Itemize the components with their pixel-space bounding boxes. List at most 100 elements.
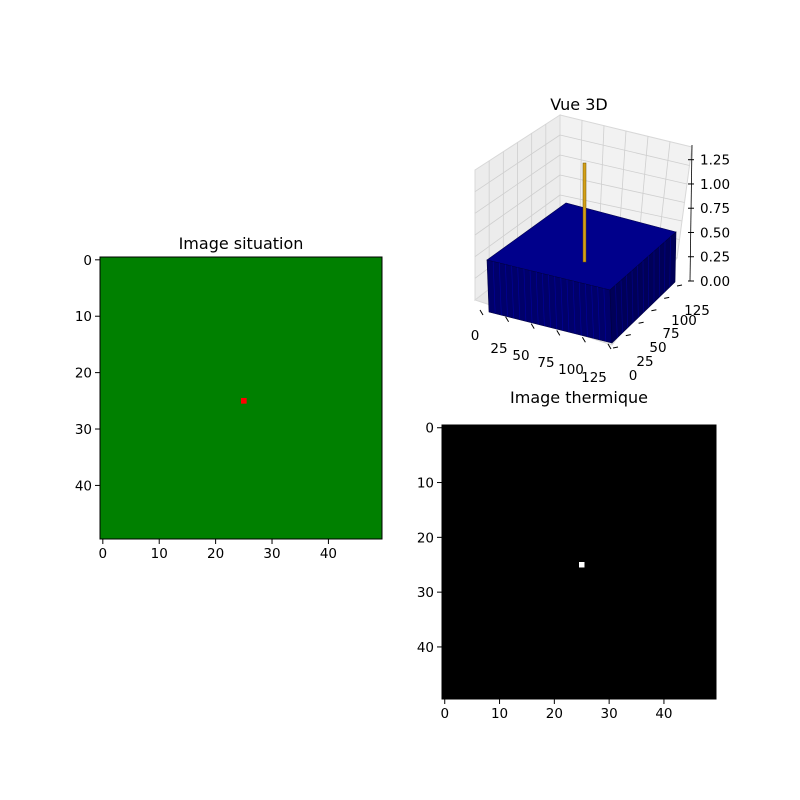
vue3d-surface-facets: [492, 236, 671, 342]
y-tick-label: 50: [649, 340, 666, 356]
surface-facet: [529, 270, 533, 323]
y-tick-mark: [612, 346, 619, 349]
x-tick-mark: [505, 316, 510, 323]
surface-facet: [517, 267, 521, 320]
thermique-title: Image thermique: [510, 388, 648, 407]
surface-facet: [664, 241, 666, 293]
surface-facet: [620, 280, 623, 333]
surface-facet: [637, 265, 639, 318]
gridline: [474, 194, 561, 257]
x-tick-label: 50: [512, 348, 529, 364]
gridline: [474, 134, 561, 192]
gridline: [559, 194, 683, 222]
x-tick-mark: [479, 309, 484, 316]
surface-facet: [492, 261, 496, 314]
surface-facet: [603, 288, 607, 342]
surface-facet: [523, 268, 527, 322]
z-tick-label: 0.25: [700, 250, 730, 266]
z-tick-label: 1.25: [700, 153, 730, 169]
thermique-frame: [441, 424, 717, 700]
y-tick-label: 75: [662, 326, 679, 342]
surface-facet: [505, 264, 508, 317]
surface-facet: [631, 270, 634, 323]
surface-facet: [511, 265, 514, 319]
x-tick-label: 20: [207, 546, 224, 562]
vue3d-title: Vue 3D: [550, 95, 607, 114]
surface-facet: [554, 276, 557, 330]
z-tick-label: 0.75: [700, 201, 730, 217]
situation-x-ticks: 0 10 20 30 40: [99, 539, 337, 562]
thermique-x-ticks: 0 10 20 30 40: [440, 699, 673, 722]
x-tick-label: 30: [601, 706, 618, 722]
y-tick-label: 30: [417, 585, 434, 601]
situation-frame: [99, 256, 383, 540]
gridline: [559, 134, 690, 166]
situation-title: Image situation: [179, 234, 304, 253]
x-tick-label: 10: [151, 546, 168, 562]
surface-facet: [560, 277, 564, 331]
situation-panel: Image situation 0 10 20 30 40 0 10 20 30 40: [75, 234, 383, 562]
x-tick-label: 0: [471, 328, 480, 344]
y-tick-label: 10: [417, 476, 434, 492]
x-tick-label: 40: [320, 546, 337, 562]
gridline: [559, 154, 688, 185]
y-tick-mark: [664, 296, 670, 299]
y-tick-label: 125: [684, 303, 710, 319]
gridline: [559, 174, 685, 203]
x-tick-label: 100: [558, 362, 584, 378]
y-tick-mark: [625, 334, 631, 337]
x-tick-label: 75: [537, 355, 554, 371]
y-tick-mark: [638, 321, 644, 324]
x-tick-mark: [530, 323, 535, 329]
situation-hot-pixel: [241, 398, 247, 404]
x-tick-label: 25: [490, 341, 507, 357]
y-tick-label: 0: [629, 368, 638, 384]
z-tick-label: 1.00: [700, 177, 730, 193]
z-axis-line: [689, 144, 693, 282]
surface-facet: [548, 274, 551, 328]
z-tick-label: 0.50: [700, 225, 730, 241]
surface-facet: [572, 280, 576, 334]
x-tick-label: 20: [546, 706, 563, 722]
gridline: [474, 174, 561, 236]
surface-facet: [499, 262, 502, 316]
y-tick-label: 40: [75, 478, 92, 494]
surface-facet: [542, 273, 545, 326]
surface-facet: [578, 282, 582, 336]
thermique-y-ticks: 0 10 20 30 40: [417, 421, 442, 656]
y-tick-label: 10: [75, 309, 92, 325]
vue3d-z-ticks: 0.00 0.25 0.50 0.75 1.00 1.25: [688, 144, 730, 290]
y-tick-label: 30: [75, 422, 92, 438]
thermique-hot-pixel: [579, 562, 585, 568]
x-tick-label: 0: [440, 706, 449, 722]
y-tick-mark: [651, 309, 657, 312]
y-tick-label: 20: [75, 366, 92, 382]
surface-facet: [626, 275, 629, 328]
x-tick-label: 0: [99, 546, 108, 562]
z-tick-label: 0.00: [700, 274, 730, 290]
y-tick-label: 20: [417, 530, 434, 546]
surface-facet: [591, 285, 594, 339]
y-tick-label: 25: [636, 354, 653, 370]
x-tick-label: 40: [655, 706, 672, 722]
gridline: [474, 154, 561, 214]
surface-facet: [642, 260, 644, 313]
y-tick-label: 40: [417, 640, 434, 656]
vue3d-spike: [582, 162, 587, 263]
x-tick-mark: [556, 330, 561, 336]
surface-facet: [615, 285, 618, 338]
surface-facet: [566, 279, 570, 333]
x-tick-mark: [607, 343, 612, 350]
surface-facet: [669, 236, 671, 288]
x-tick-label: 10: [491, 706, 508, 722]
surface-facet: [597, 286, 600, 340]
y-tick-label: 0: [83, 253, 92, 269]
y-tick-label: 100: [671, 313, 697, 329]
surface-facet: [535, 271, 539, 325]
x-tick-mark: [581, 336, 586, 343]
y-tick-label: 0: [425, 421, 434, 437]
